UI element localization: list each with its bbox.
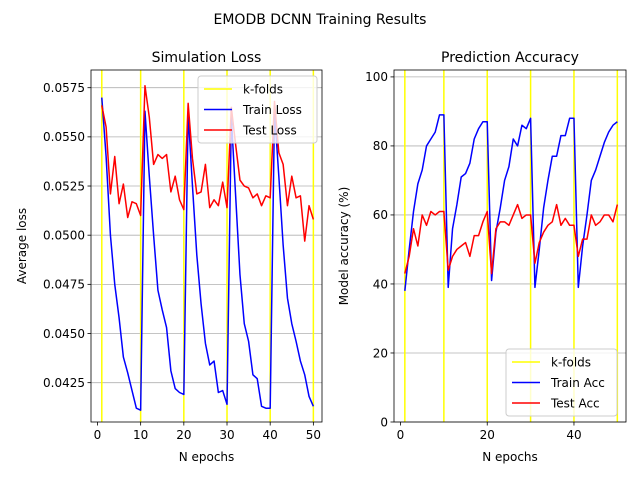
accuracy-ytick-label-1: 20 [373,346,388,360]
accuracy-xtick-label-2: 40 [566,428,581,442]
accuracy-xtick-label-1: 20 [480,428,495,442]
accuracy-legend-label-train: Train Acc [550,376,605,390]
loss-ytick-label-1: 0.0450 [43,327,85,341]
loss-axes-frame [90,69,323,423]
accuracy-ytick-label-3: 60 [373,208,388,222]
loss-ytick-label-2: 0.0475 [43,278,85,292]
figure-suptitle: EMODB DCNN Training Results [214,12,427,28]
accuracy-series-train [404,114,618,291]
loss-chart-legend: k-folds Train Loss Test Loss [197,75,318,144]
accuracy-chart-legend: k-folds Train Acc Test Acc [505,348,618,417]
loss-legend-label-train: Train Loss [242,103,302,117]
accuracy-series-test [404,203,619,275]
loss-xtick-label-4: 40 [263,428,278,442]
loss-ytick-label-3: 0.0500 [43,228,85,242]
loss-series-test [101,84,315,242]
accuracy-axes-frame [393,69,627,423]
loss-ytick-label-5: 0.0550 [43,130,85,144]
accuracy-chart: Prediction Accuracy N epochs Model accur… [337,50,627,464]
loss-xtick-label-0: 0 [94,428,102,442]
loss-xtick-label-3: 30 [219,428,234,442]
loss-series-train [101,97,315,411]
accuracy-ytick-label-0: 0 [380,415,388,429]
loss-ytick-label-6: 0.0575 [43,81,85,95]
loss-ytick-label-4: 0.0525 [43,179,85,193]
accuracy-chart-xlabel: N epochs [482,450,538,464]
accuracy-legend-label-test: Test Acc [550,396,600,410]
loss-ytick-label-0: 0.0425 [43,376,85,390]
loss-chart: Simulation Loss N epochs Average loss 0 1… [15,50,323,464]
accuracy-chart-title: Prediction Accuracy [441,50,579,66]
loss-chart-legend-box [197,75,318,144]
loss-legend-label-test: Test Loss [242,123,297,137]
accuracy-xtick-label-0: 0 [397,428,405,442]
loss-chart-xlabel: N epochs [179,450,235,464]
accuracy-legend-label-kfolds: k-folds [551,355,591,369]
loss-chart-ylabel: Average loss [15,208,29,284]
loss-xtick-label-5: 50 [306,428,321,442]
loss-xtick-label-2: 20 [176,428,191,442]
loss-xtick-label-1: 10 [133,428,148,442]
accuracy-chart-ylabel: Model accuracy (%) [337,187,351,306]
accuracy-ytick-label-5: 100 [365,70,388,84]
loss-chart-title: Simulation Loss [152,50,262,66]
accuracy-chart-legend-box [505,348,618,417]
loss-legend-label-kfolds: k-folds [243,82,283,96]
accuracy-ytick-label-2: 40 [373,277,388,291]
accuracy-ytick-label-4: 80 [373,139,388,153]
